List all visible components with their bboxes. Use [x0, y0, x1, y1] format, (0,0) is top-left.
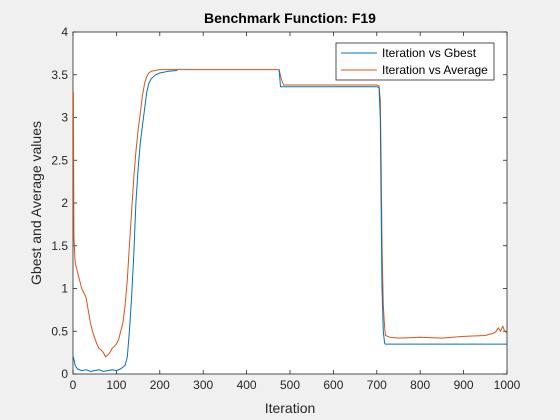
- x-tick-label: 600: [323, 378, 343, 392]
- x-tick-label: 700: [367, 378, 387, 392]
- y-tick-label: 2.5: [51, 153, 68, 167]
- y-tick-label: 3: [61, 111, 68, 125]
- x-tick-label: 1000: [494, 378, 521, 392]
- y-tick-label: 0.5: [51, 324, 68, 338]
- y-tick-label: 4: [61, 25, 68, 39]
- y-axis-label: Gbest and Average values: [28, 121, 44, 285]
- x-tick-label: 200: [150, 378, 170, 392]
- y-tick-label: 1.5: [51, 239, 68, 253]
- legend-label-gbest: Iteration vs Gbest: [382, 46, 477, 60]
- legend: Iteration vs Gbest Iteration vs Average: [336, 43, 494, 80]
- x-tick-label: 100: [106, 378, 126, 392]
- x-tick-label: 0: [70, 378, 77, 392]
- y-tick-label: 3.5: [51, 68, 68, 82]
- y-tick-label: 1: [61, 282, 68, 296]
- x-tick-label: 300: [193, 378, 213, 392]
- x-tick-label: 900: [454, 378, 474, 392]
- x-tick-label: 400: [237, 378, 257, 392]
- x-tick-label: 800: [410, 378, 430, 392]
- legend-label-average: Iteration vs Average: [382, 63, 488, 77]
- x-axis-label: Iteration: [265, 400, 316, 416]
- y-tick-label: 2: [61, 196, 68, 210]
- y-tick-label: 0: [61, 367, 68, 381]
- x-tick-label: 500: [280, 378, 300, 392]
- chart-title: Benchmark Function: F19: [204, 10, 376, 26]
- plot-area: [73, 32, 507, 374]
